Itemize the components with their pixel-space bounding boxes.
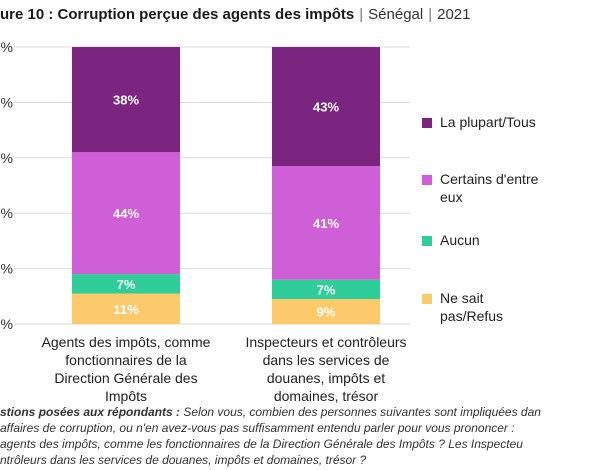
legend-label: Aucun bbox=[440, 232, 480, 248]
x-category-label: Agents des impôts, comme fonctionnaires d… bbox=[41, 334, 211, 404]
x-category-label: Inspecteurs et contrôleurs dans les servi… bbox=[245, 334, 407, 404]
legend-label: Ne sait pas/Refus bbox=[440, 290, 504, 324]
title-country: Sénégal bbox=[368, 6, 424, 23]
title-year: 2021 bbox=[437, 6, 471, 23]
data-label: 7% bbox=[117, 277, 136, 292]
title-separator-2: | bbox=[428, 6, 433, 23]
footnote-text-1: Selon vous, combien des personnes suivan… bbox=[183, 405, 541, 419]
legend-label: La plupart/Tous bbox=[440, 114, 536, 130]
y-tick-label: 80% bbox=[0, 94, 13, 110]
footnote-line-2: affaires de corruption, ou n'en avez-vou… bbox=[0, 421, 515, 435]
footnote-line-4: ntrôleurs dans les services de douanes, … bbox=[0, 453, 367, 467]
bar-segment bbox=[72, 152, 180, 275]
bar-segment bbox=[72, 274, 180, 294]
legend-swatch bbox=[422, 118, 432, 128]
chart-title: ure 10 : Corruption perçue des agents de… bbox=[0, 5, 600, 25]
data-label: 11% bbox=[113, 302, 139, 317]
bar-segment bbox=[72, 293, 180, 324]
legend-swatch bbox=[422, 294, 432, 304]
footnote-line-3: agents des impôts, comme les fonctionnai… bbox=[0, 437, 523, 451]
data-label: 41% bbox=[313, 216, 339, 231]
y-tick-label: 60% bbox=[0, 150, 13, 166]
bars bbox=[72, 47, 380, 324]
footnote: stions posées aux répondants : Selon vou… bbox=[0, 404, 600, 468]
data-label: 9% bbox=[317, 305, 336, 320]
y-tick-label: 0% bbox=[0, 316, 13, 332]
footnote-lead: stions posées aux répondants : bbox=[0, 405, 181, 419]
title-separator-1: | bbox=[359, 6, 364, 23]
y-tick-label: 20% bbox=[0, 261, 13, 277]
legend-label: Certains d'entre eux bbox=[440, 171, 539, 205]
bar-segment bbox=[272, 279, 380, 300]
title-main: ure 10 : Corruption perçue des agents de… bbox=[0, 6, 355, 23]
legend-swatch bbox=[422, 175, 432, 185]
y-tick-label: 40% bbox=[0, 205, 13, 221]
data-labels: 11% 7% 44% 38% 9% 7% 41% 43% bbox=[113, 93, 339, 320]
bar-segment bbox=[72, 47, 180, 153]
data-label: 43% bbox=[313, 100, 339, 115]
footnote-line-1: stions posées aux répondants : Selon vou… bbox=[0, 404, 600, 420]
data-label: 44% bbox=[113, 206, 139, 221]
y-tick-label: 100% bbox=[0, 39, 13, 55]
legend-swatch bbox=[422, 236, 432, 246]
bar-segment bbox=[272, 166, 380, 280]
y-axis-ticks: 0% 20% 40% 60% 80% 100% bbox=[0, 39, 13, 332]
stacked-bar-chart: 0% 20% 40% 60% 80% 100% 11% 7% 44% 38% 9% 7% 41% 43% bbox=[0, 39, 410, 332]
data-label: 38% bbox=[113, 93, 139, 108]
bar-segment bbox=[272, 47, 380, 167]
data-label: 7% bbox=[317, 282, 336, 297]
bar-segment bbox=[272, 299, 380, 324]
